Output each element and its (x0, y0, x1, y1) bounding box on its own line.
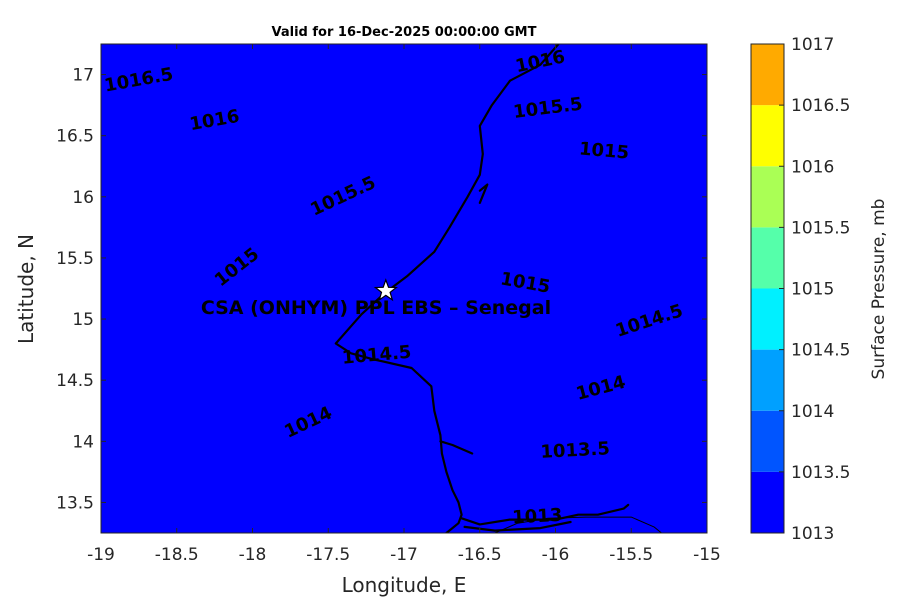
y-tick-label: 15 (72, 310, 94, 330)
colorbar-swatch-1015 (751, 227, 784, 289)
y-tick-label: 15.5 (56, 249, 94, 269)
x-tick-label: -16 (542, 545, 570, 565)
x-tick-label: -16.5 (458, 545, 502, 565)
y-tick-label: 14.5 (56, 371, 94, 391)
colorbar-swatch-1014.5 (751, 288, 784, 350)
x-tick-label: -17.5 (306, 545, 350, 565)
chart-title: Valid for 16-Dec-2025 00:00:00 GMT (272, 25, 537, 40)
colorbar-swatch-1016.5 (751, 44, 784, 106)
colorbar-tick-label: 1017 (791, 35, 834, 55)
y-tick-label: 13.5 (56, 493, 94, 513)
colorbar-tick-label: 1013.5 (791, 463, 850, 483)
colorbar-tick-label: 1015 (791, 280, 834, 300)
coastline-segment (460, 503, 630, 526)
contour-label: 1013 (512, 505, 563, 529)
contour-fill-layer (101, 44, 707, 533)
colorbar-swatch-1014 (751, 349, 784, 411)
x-tick-label: -18 (239, 545, 267, 565)
station-label: CSA (ONHYM) PPL EBS – Senegal (201, 297, 551, 319)
y-tick-label: 14 (72, 432, 94, 452)
y-tick-label: 17 (72, 66, 94, 86)
colorbar-swatch-1013 (751, 471, 784, 533)
contour-label: 1013.5 (540, 438, 610, 463)
plot-area: 1016.5101610161015.51015.510151015101510… (100, 43, 708, 534)
x-tick-label: -18.5 (155, 545, 199, 565)
y-tick-label: 16.5 (56, 127, 94, 147)
coastline-segment (334, 44, 560, 533)
colorbar-swatch-1013.5 (751, 410, 784, 472)
colorbar-tick-label: 1016 (791, 157, 834, 177)
x-axis-label: Longitude, E (342, 573, 467, 597)
x-tick-label: -15.5 (609, 545, 653, 565)
x-tick-label: -15 (693, 545, 721, 565)
colorbar-tick-label: 1013 (791, 524, 834, 544)
y-axis-label: Latitude, N (14, 234, 38, 344)
y-tick-label: 16 (72, 188, 94, 208)
colorbar-swatch-1015.5 (751, 166, 784, 228)
y-axis: 13.5 14 14.5 15 15.5 16 16.5 17 (56, 66, 707, 513)
coastline-segment (478, 183, 489, 204)
colorbar-tick-label: 1014 (791, 402, 834, 422)
station-star-marker (373, 278, 398, 302)
station-layer: CSA (ONHYM) PPL EBS – Senegal (201, 278, 551, 319)
x-tick-label: -19 (87, 545, 115, 565)
colorbar-swatch-1016 (751, 105, 784, 167)
colorbar-tick-label: 1015.5 (791, 218, 850, 238)
x-axis: -19 -18.5 -18 -17.5 -17 -16.5 -16 -15.5 -15 (87, 44, 721, 565)
colorbar-tick-label: 1014.5 (791, 341, 850, 361)
colorbar-tick-label: 1016.5 (791, 96, 850, 116)
x-tick-label: -17 (390, 545, 418, 565)
coastline-segment (439, 440, 474, 455)
colorbar: 1013 1013.5 1014 1014.5 1015 1015.5 1016 1016.5… (750, 35, 850, 544)
contour-label: 1015 (578, 138, 630, 163)
colorbar-label: Surface Pressure, mb (869, 199, 889, 380)
